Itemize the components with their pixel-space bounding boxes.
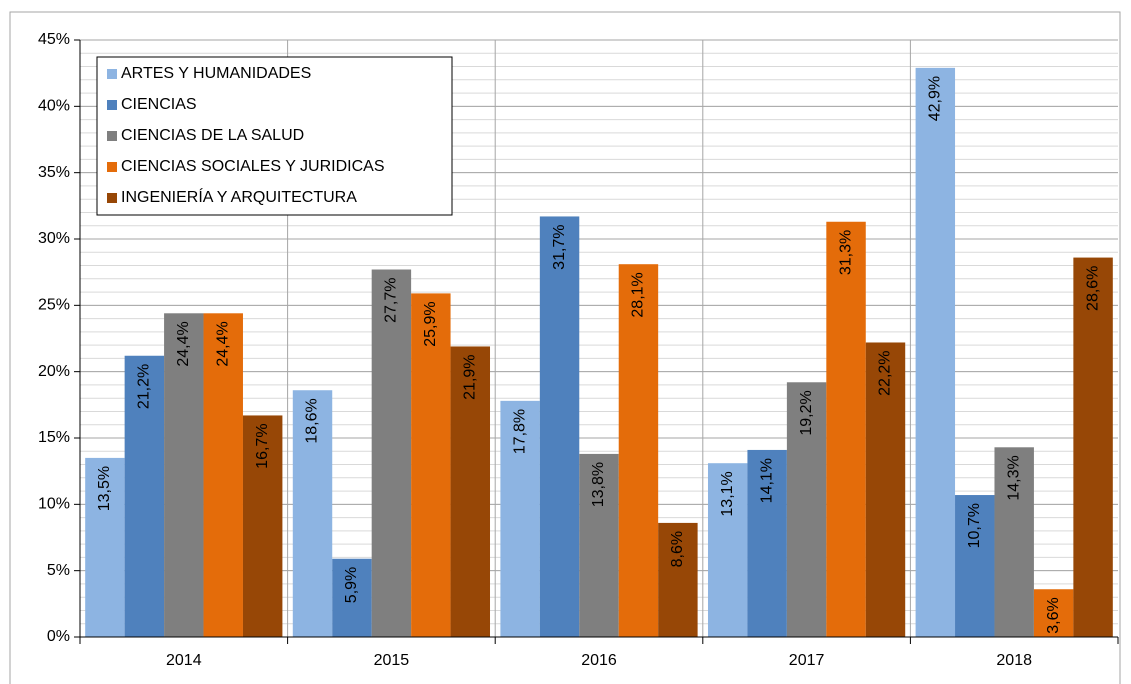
bar xyxy=(994,447,1034,637)
bar xyxy=(826,221,866,637)
bar xyxy=(579,453,619,637)
legend-label: CIENCIAS xyxy=(121,96,197,113)
data-label: 5,9% xyxy=(343,567,360,603)
data-label: 21,2% xyxy=(136,364,153,409)
y-tick-label: 15% xyxy=(38,429,70,446)
bar xyxy=(500,400,540,637)
bar xyxy=(618,264,659,637)
bar xyxy=(242,415,283,637)
data-label: 14,3% xyxy=(1005,455,1022,500)
data-label: 28,1% xyxy=(630,272,647,317)
data-label: 24,4% xyxy=(214,321,231,366)
data-label: 42,9% xyxy=(927,76,944,121)
bar xyxy=(332,558,372,637)
bar xyxy=(292,390,333,637)
data-label: 13,1% xyxy=(719,471,736,516)
x-tick-label: 2014 xyxy=(166,652,202,669)
bar xyxy=(786,382,827,637)
data-label: 31,3% xyxy=(837,230,854,275)
y-tick-label: 0% xyxy=(47,628,70,645)
bar xyxy=(707,463,748,637)
bar xyxy=(658,522,698,637)
bar xyxy=(915,67,956,638)
data-label: 28,6% xyxy=(1084,266,1101,311)
data-label: 17,8% xyxy=(511,409,528,454)
bar xyxy=(1073,257,1113,637)
data-label: 24,4% xyxy=(175,321,192,366)
y-tick-label: 30% xyxy=(38,230,70,247)
legend-label: ARTES Y HUMANIDADES xyxy=(121,65,311,82)
bar xyxy=(164,313,204,637)
legend-swatch xyxy=(107,131,117,141)
y-tick-label: 25% xyxy=(38,297,70,314)
x-tick-label: 2018 xyxy=(996,652,1032,669)
y-tick-label: 45% xyxy=(38,31,70,48)
data-label: 13,5% xyxy=(96,466,113,511)
bar xyxy=(450,346,491,637)
legend-label: CIENCIAS DE LA SALUD xyxy=(121,127,304,144)
bar xyxy=(411,293,451,637)
data-label: 31,7% xyxy=(551,224,568,269)
data-label: 10,7% xyxy=(966,503,983,548)
legend-swatch xyxy=(107,193,117,203)
data-label: 19,2% xyxy=(798,390,815,435)
x-tick-label: 2015 xyxy=(374,652,410,669)
bar xyxy=(124,355,165,637)
y-tick-label: 10% xyxy=(38,496,70,513)
bar xyxy=(865,342,906,637)
data-label: 27,7% xyxy=(383,278,400,323)
data-label: 14,1% xyxy=(758,458,775,503)
data-label: 25,9% xyxy=(422,301,439,346)
data-label: 8,6% xyxy=(669,531,686,567)
bar xyxy=(1033,589,1074,637)
y-tick-label: 35% xyxy=(38,164,70,181)
legend-swatch xyxy=(107,69,117,79)
y-tick-label: 20% xyxy=(38,363,70,380)
legend-swatch xyxy=(107,100,117,110)
bar xyxy=(85,457,125,637)
data-label: 3,6% xyxy=(1045,597,1062,633)
bar xyxy=(955,495,995,637)
legend-label: INGENIERÍA Y ARQUITECTURA xyxy=(121,187,357,206)
bar xyxy=(747,449,787,637)
legend-swatch xyxy=(107,162,117,172)
data-label: 16,7% xyxy=(254,423,271,468)
data-label: 22,2% xyxy=(877,350,894,395)
x-tick-label: 2016 xyxy=(581,652,617,669)
legend-box xyxy=(96,56,453,216)
data-label: 13,8% xyxy=(590,462,607,507)
x-tick-label: 2017 xyxy=(789,652,825,669)
data-label: 21,9% xyxy=(462,354,479,399)
bar xyxy=(539,216,580,638)
bar xyxy=(371,269,412,637)
legend-label: CIENCIAS SOCIALES Y JURIDICAS xyxy=(121,158,384,175)
y-tick-label: 5% xyxy=(47,562,70,579)
bar xyxy=(203,313,243,637)
y-tick-label: 40% xyxy=(38,98,70,115)
data-label: 18,6% xyxy=(304,398,321,443)
